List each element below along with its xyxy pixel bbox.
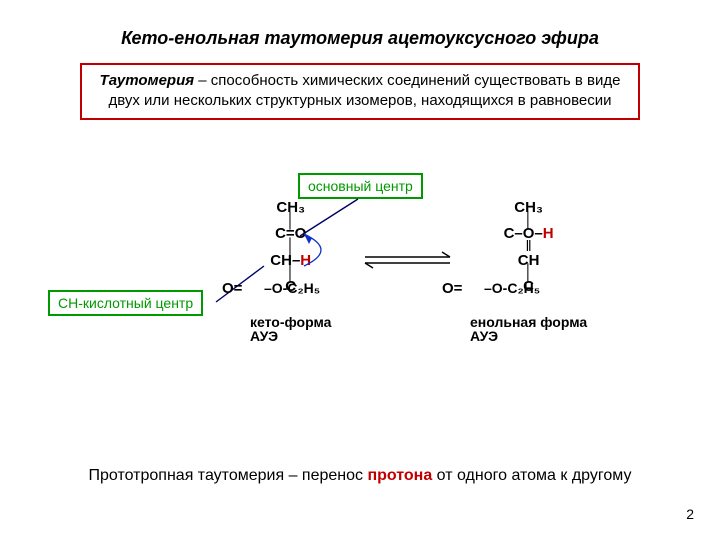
definition-box: Таутомерия – способность химических соед… [80, 63, 640, 120]
enol-structure: CH₃ │ C–O–H ‖ CH │ O= C –O-C₂H₅ енольная… [470, 200, 587, 344]
definition-term: Таутомерия [100, 72, 195, 89]
keto-dblO: O= [222, 281, 242, 297]
callout-basic-center: основный центр [298, 173, 423, 199]
footer-post: от одного атома к другому [432, 467, 631, 484]
keto-structure: CH₃ │ C=O │ CH–H │ O= C –O-C₂H₅ кето-фор… [250, 200, 331, 344]
enol-label1: енольная форма [470, 315, 587, 330]
keto-label1: кето-форма [250, 315, 331, 330]
footer-pre: Прототропная таутомерия – перенос [89, 467, 368, 484]
keto-label2: АУЭ [250, 329, 331, 344]
slide-title: Кето-енольная таутомерия ацетоуксусного … [0, 0, 720, 63]
keto-OC2H5: –O-C₂H₅ [264, 281, 344, 296]
double-bond: ‖ [470, 242, 587, 253]
enol-label2: АУЭ [470, 329, 587, 344]
enol-dblO: O= [442, 281, 462, 297]
callout-acid-center: СН-кислотный центр [48, 290, 203, 316]
keto-ester-C: O= C –O-C₂H₅ [250, 279, 331, 295]
footer-proton: протона [367, 467, 432, 484]
page-number: 2 [686, 506, 694, 522]
enol-ester-C: O= C –O-C₂H₅ [470, 279, 587, 295]
footer-text: Прототропная таутомерия – перенос протон… [0, 467, 720, 485]
enol-OC2H5: –O-C₂H₅ [484, 281, 564, 296]
